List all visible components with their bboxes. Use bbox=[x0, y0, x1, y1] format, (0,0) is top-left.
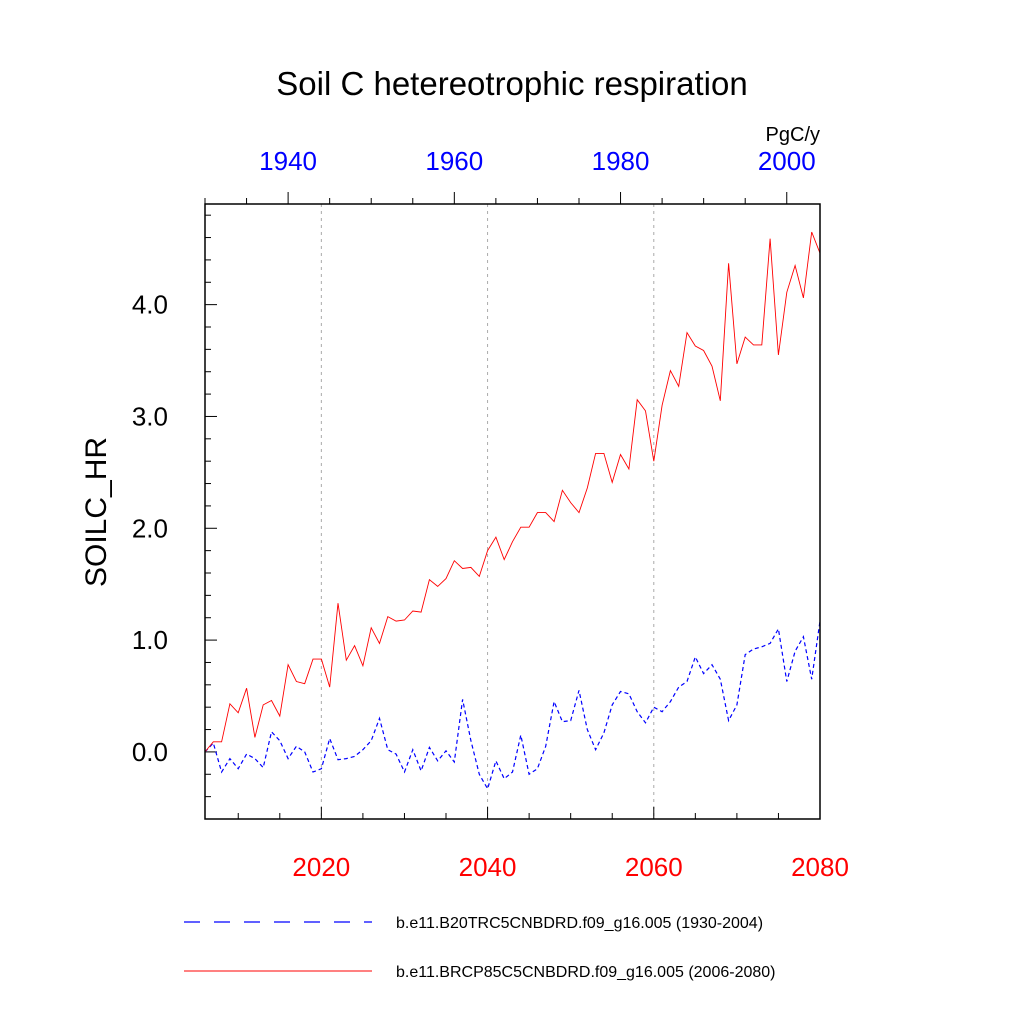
tick-labels: 2020 2040 2060 2080 1940 1960 1980 2000 0.0 1.0 2.… bbox=[132, 146, 849, 882]
legend: b.e11.B20TRC5CNBDRD.f09_g16.005 (1930-20… bbox=[184, 915, 775, 981]
y-tick-label: 3.0 bbox=[132, 401, 168, 431]
top-tick-label: 1940 bbox=[259, 146, 317, 176]
series-line-historical bbox=[204, 621, 821, 791]
top-tick-label: 2000 bbox=[758, 146, 816, 176]
bottom-tick-label: 2020 bbox=[292, 852, 350, 882]
legend-label: b.e11.BRCP85C5CNBDRD.f09_g16.005 (2006-2… bbox=[396, 964, 775, 981]
tick-marks bbox=[204, 192, 821, 819]
legend-label: b.e11.B20TRC5CNBDRD.f09_g16.005 (1930-20… bbox=[396, 915, 763, 932]
series-lines bbox=[204, 231, 821, 791]
series-line-rcp85 bbox=[204, 231, 821, 753]
bottom-tick-label: 2080 bbox=[791, 852, 849, 882]
bottom-tick-label: 2060 bbox=[625, 852, 683, 882]
plot-frame bbox=[204, 203, 821, 820]
units-label: PgC/y bbox=[766, 124, 820, 146]
y-tick-label: 1.0 bbox=[132, 625, 168, 655]
y-axis-label: SOILC_HR bbox=[80, 437, 113, 587]
bottom-tick-label: 2040 bbox=[459, 852, 517, 882]
top-tick-label: 1960 bbox=[425, 146, 483, 176]
top-tick-label: 1980 bbox=[592, 146, 650, 176]
y-tick-label: 4.0 bbox=[132, 290, 168, 320]
gridlines bbox=[320, 204, 655, 819]
chart-title: Soil C hetereotrophic respiration bbox=[276, 65, 747, 102]
y-tick-label: 0.0 bbox=[132, 737, 168, 767]
y-tick-label: 2.0 bbox=[132, 513, 168, 543]
